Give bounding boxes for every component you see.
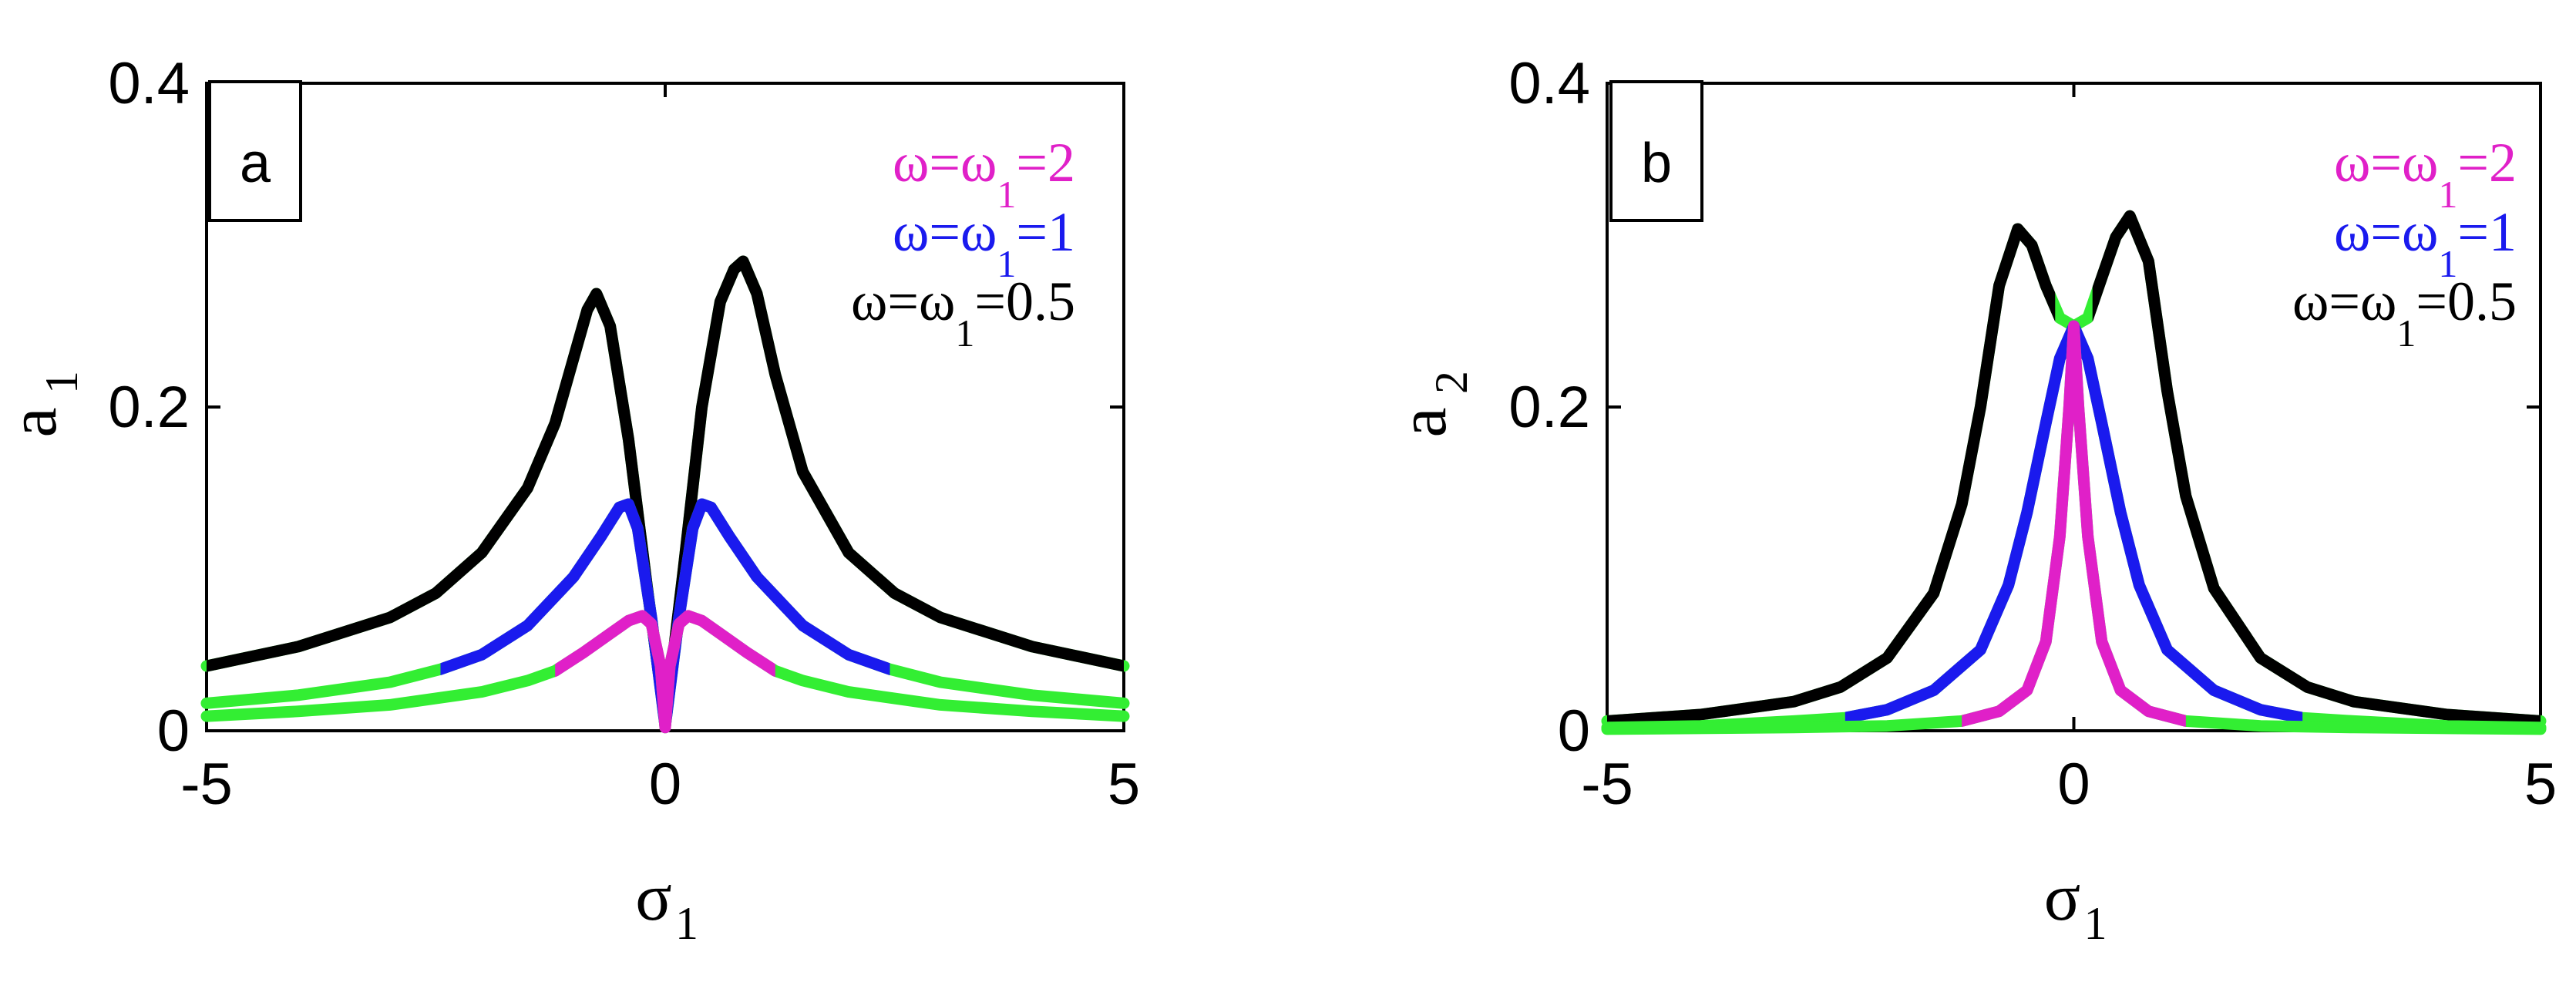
legend-prefix: ω=ω bbox=[2334, 201, 2438, 263]
series-1 bbox=[1601, 210, 2547, 727]
legend-prefix: ω=ω bbox=[2292, 271, 2396, 332]
legend-subscript: 1 bbox=[2438, 242, 2457, 285]
x-axis-label-subscript: 1 bbox=[675, 898, 698, 949]
y-tick-label: 0.4 bbox=[108, 51, 190, 116]
legend-prefix: ω=ω bbox=[851, 271, 955, 332]
legend-suffix: =2 bbox=[1016, 132, 1075, 193]
legend-suffix: =0.5 bbox=[2416, 271, 2517, 332]
legend-prefix: ω=ω bbox=[2334, 132, 2438, 193]
legend-prefix: ω=ω bbox=[893, 132, 997, 193]
legend-prefix: ω=ω bbox=[893, 201, 997, 263]
x-axis-label: σ bbox=[2044, 860, 2080, 935]
y-axis-label-group: a2 bbox=[1386, 371, 1477, 438]
legend-subscript: 1 bbox=[2438, 173, 2457, 216]
panel-letter-box bbox=[1609, 80, 1703, 222]
y-axis-label-subscript: 2 bbox=[1426, 371, 1477, 394]
x-tick-label: -5 bbox=[180, 752, 233, 817]
legend-entry: ω=ω1=0.5 bbox=[2292, 271, 2517, 355]
series-3 bbox=[1601, 320, 2547, 735]
legend-entry: ω=ω1=2 bbox=[893, 132, 1075, 216]
legend-subscript: 1 bbox=[2396, 311, 2416, 355]
x-tick-label: 0 bbox=[649, 752, 681, 817]
y-tick-label: 0 bbox=[157, 698, 190, 764]
series-unstable-line bbox=[1601, 210, 2547, 727]
y-axis-label: a bbox=[1386, 407, 1461, 437]
legend-suffix: =2 bbox=[2457, 132, 2517, 193]
series-3 bbox=[200, 610, 1130, 734]
y-axis-label: a bbox=[0, 407, 71, 437]
legend-suffix: =0.5 bbox=[974, 271, 1075, 332]
legend-entry: ω=ω1=1 bbox=[893, 201, 1075, 285]
legend-subscript: 1 bbox=[997, 173, 1016, 216]
legend-suffix: =1 bbox=[2457, 201, 2517, 263]
legend-subscript: 1 bbox=[997, 242, 1016, 285]
legend-entry: ω=ω1=0.5 bbox=[851, 271, 1075, 355]
x-tick-label: 5 bbox=[2524, 752, 2557, 817]
x-axis-label: σ bbox=[635, 860, 671, 935]
x-tick-label: -5 bbox=[1581, 752, 1633, 817]
x-axis-label-subscript: 1 bbox=[2084, 898, 2107, 949]
panel-letter-box bbox=[208, 80, 302, 222]
y-tick-label: 0.2 bbox=[1508, 375, 1590, 440]
y-axis-label-subscript: 1 bbox=[36, 371, 87, 394]
y-axis-label-group: a1 bbox=[0, 371, 87, 438]
panel-letter: a bbox=[240, 133, 271, 194]
series-stable-line bbox=[1607, 210, 2541, 727]
x-tick-label: 5 bbox=[1108, 752, 1140, 817]
panel-letter: b bbox=[1641, 133, 1672, 194]
series-stable-line bbox=[1962, 320, 2186, 727]
legend-suffix: =1 bbox=[1016, 201, 1075, 263]
y-tick-label: 0.2 bbox=[108, 375, 190, 440]
legend-entry: ω=ω1=1 bbox=[2334, 201, 2517, 285]
series-stable-line bbox=[555, 610, 775, 734]
legend-entry: ω=ω1=2 bbox=[2334, 132, 2517, 216]
y-tick-label: 0.4 bbox=[1508, 51, 1590, 116]
x-tick-label: 0 bbox=[2057, 752, 2090, 817]
legend-subscript: 1 bbox=[955, 311, 974, 355]
y-tick-label: 0 bbox=[1558, 698, 1590, 764]
